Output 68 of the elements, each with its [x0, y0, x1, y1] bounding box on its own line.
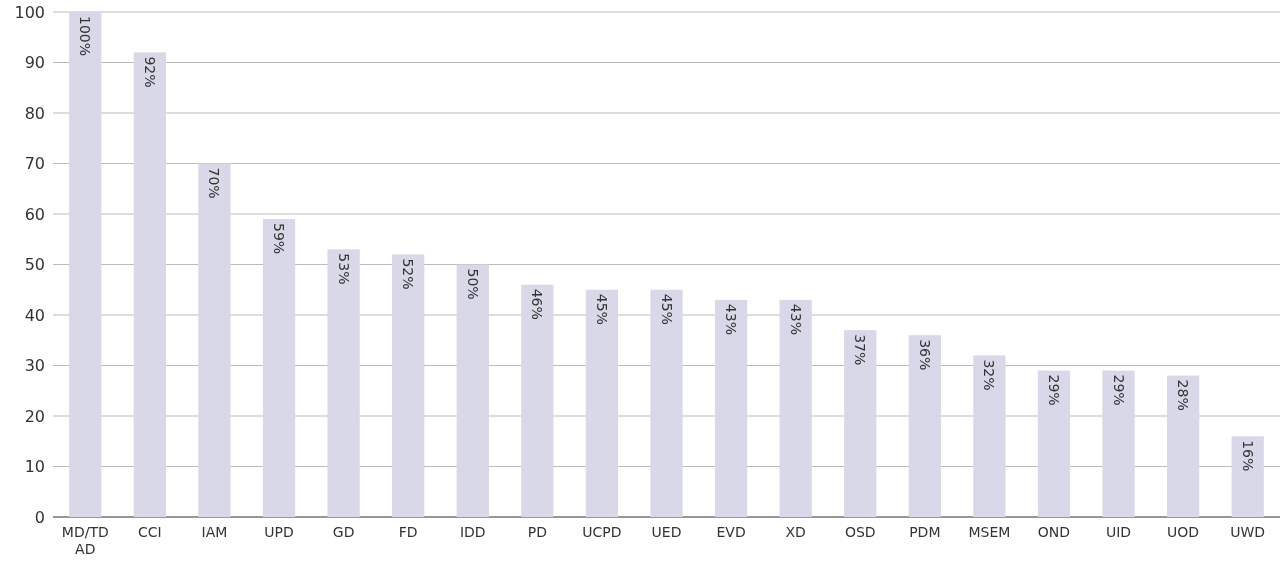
y-tick-label: 30	[24, 356, 45, 375]
y-tick-label: 90	[24, 53, 45, 72]
y-tick-label: 20	[24, 406, 45, 426]
x-tick-label: UID	[1105, 524, 1132, 540]
x-tick-label: CCI	[138, 524, 162, 540]
y-tick-label: 60	[24, 204, 45, 224]
bar	[521, 284, 554, 517]
data-label: 36%	[916, 339, 933, 371]
x-tick-label: UED	[651, 524, 682, 540]
x-tick-label: UOD	[1167, 524, 1200, 540]
x-tick-label: MD/TD AD	[61, 524, 109, 557]
data-label: 43%	[723, 303, 740, 335]
y-tick-label: 0	[34, 507, 45, 527]
x-tick-label: MSEM	[968, 524, 1011, 540]
bar	[327, 249, 360, 517]
x-tick-label: EVD	[716, 524, 746, 540]
data-label: 45%	[593, 293, 610, 325]
bar	[779, 299, 812, 517]
data-label: 28%	[1175, 379, 1192, 411]
bar	[69, 12, 102, 517]
data-label: 92%	[141, 56, 158, 88]
data-label: 50%	[464, 268, 481, 300]
bar	[198, 163, 231, 517]
x-tick-label: PDM	[909, 524, 941, 540]
bar	[262, 219, 296, 517]
bar	[456, 264, 489, 517]
data-label: 29%	[1110, 374, 1127, 406]
bar	[133, 52, 167, 517]
data-label: 32%	[981, 359, 998, 391]
y-tick-label: 80	[24, 103, 45, 123]
data-label: 70%	[206, 167, 223, 199]
bar	[844, 330, 877, 517]
data-label: 53%	[335, 253, 352, 285]
bar	[714, 299, 748, 517]
x-tick-label: IAM	[201, 524, 228, 540]
data-label: 52%	[400, 258, 417, 290]
x-tick-label: UCPD	[582, 524, 622, 540]
x-tick-label: OND	[1037, 524, 1071, 540]
y-tick-label: 50	[24, 255, 45, 274]
data-label: 46%	[529, 288, 546, 320]
y-tick-label: 10	[24, 457, 45, 476]
bar	[1102, 370, 1135, 517]
data-label: 59%	[271, 223, 288, 255]
data-label: 37%	[852, 334, 869, 366]
bar	[1166, 375, 1200, 517]
bar	[650, 289, 683, 517]
bar	[585, 289, 619, 517]
bar	[908, 335, 941, 517]
data-label: 43%	[787, 303, 804, 335]
bar	[1231, 436, 1264, 517]
data-label: 29%	[1045, 374, 1062, 406]
x-tick-label: IDD	[459, 524, 486, 540]
y-tick-label: 40	[24, 305, 45, 325]
x-tick-label: UPD	[264, 524, 294, 540]
bar	[973, 355, 1006, 517]
y-tick-label: 100	[14, 2, 45, 22]
x-tick-label: FD	[398, 524, 418, 540]
data-label: 16%	[1239, 440, 1256, 472]
bar	[392, 254, 425, 517]
x-tick-label: UWD	[1230, 524, 1266, 540]
x-tick-label: XD	[785, 524, 806, 540]
x-tick-label: OSD	[844, 524, 876, 540]
data-label: 45%	[658, 293, 675, 325]
y-tick-label: 70	[24, 154, 45, 173]
data-label: 100%	[77, 16, 94, 57]
bar	[1037, 370, 1071, 517]
x-tick-label: GD	[332, 524, 355, 540]
x-tick-label: PD	[527, 524, 547, 540]
